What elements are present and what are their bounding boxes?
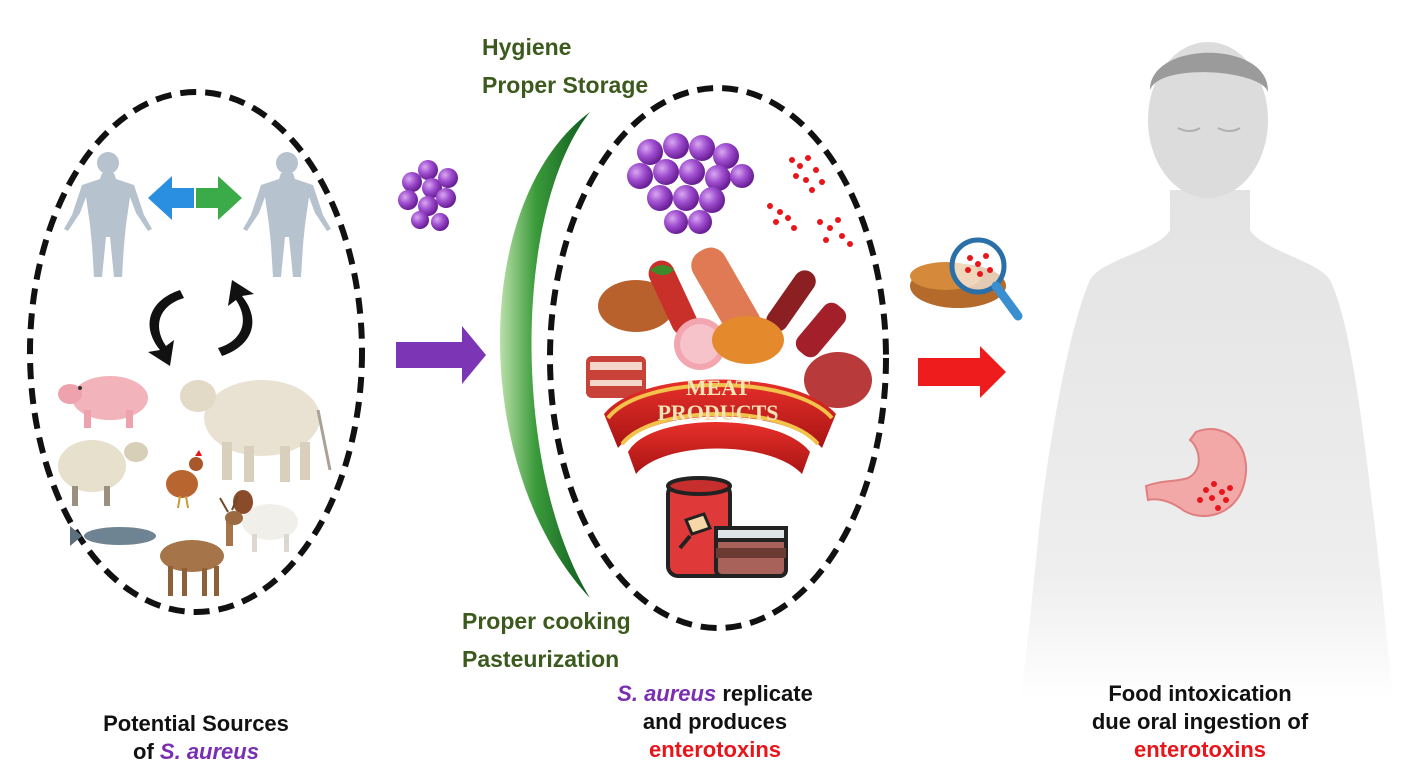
exchange-arrows-icon	[148, 176, 242, 220]
prevention-shield	[500, 112, 590, 598]
meat-banner-line2: PRODUCTS	[657, 400, 778, 425]
meat-products-icon	[586, 247, 872, 408]
caption-replication: S. aureus replicate and produces enterot…	[560, 680, 870, 764]
cow-icon	[180, 380, 332, 482]
prevention-cooking-label: Proper cooking	[462, 608, 631, 634]
deer-icon	[160, 495, 243, 596]
goat-icon	[233, 490, 298, 552]
caption-replication-verb: replicate	[716, 681, 813, 706]
caption-intoxication-line3: enterotoxins	[1133, 737, 1267, 762]
caption-sources-organism: S. aureus	[159, 739, 259, 764]
caption-replication-line2: and produces	[642, 709, 788, 734]
meat-ellipse	[547, 85, 889, 631]
toxin-dots-icon	[767, 155, 853, 247]
caption-intoxication-line2: due oral ingestion of	[1091, 709, 1309, 734]
caption-intoxication-line1: Food intoxication	[1108, 681, 1292, 706]
caption-replication-line1: S. aureus replicate	[560, 680, 870, 708]
meat-banner-line1: MEAT	[686, 375, 751, 400]
pig-icon	[58, 376, 148, 428]
flow-arrow-red	[918, 346, 1006, 398]
chicken-icon	[166, 450, 203, 509]
staph-cluster-icon	[398, 160, 458, 231]
cycle-arrows-icon	[148, 280, 254, 366]
stomach-icon	[1144, 428, 1247, 517]
caption-sources-line2: of S. aureus	[46, 738, 346, 766]
caption-replication-line3: enterotoxins	[648, 737, 782, 762]
human-figure-icon	[243, 152, 331, 277]
prevention-hygiene-label: Hygiene	[482, 34, 572, 60]
sources-ellipse	[27, 89, 365, 615]
meat-banner: MEAT PRODUCTS	[604, 375, 836, 474]
caption-sources-line1: Potential Sources	[103, 711, 289, 736]
human-figure-icon	[64, 152, 152, 277]
staph-cluster-icon	[627, 133, 754, 234]
fish-icon	[70, 526, 156, 546]
caption-replication-organism: S. aureus	[617, 681, 717, 706]
human-torso-icon	[1020, 42, 1394, 700]
caption-intoxication: Food intoxication due oral ingestion of …	[1030, 680, 1370, 764]
prevention-storage-label: Proper Storage	[482, 72, 649, 98]
caption-sources-prefix: of	[133, 739, 160, 764]
magnifier-icon	[910, 237, 1023, 321]
canned-food-icon	[666, 476, 788, 578]
prevention-pasteurization-label: Pasteurization	[462, 646, 620, 672]
caption-sources: Potential Sources of S. aureus	[46, 710, 346, 766]
flow-arrow-purple	[396, 326, 486, 384]
sheep-icon	[58, 440, 148, 506]
